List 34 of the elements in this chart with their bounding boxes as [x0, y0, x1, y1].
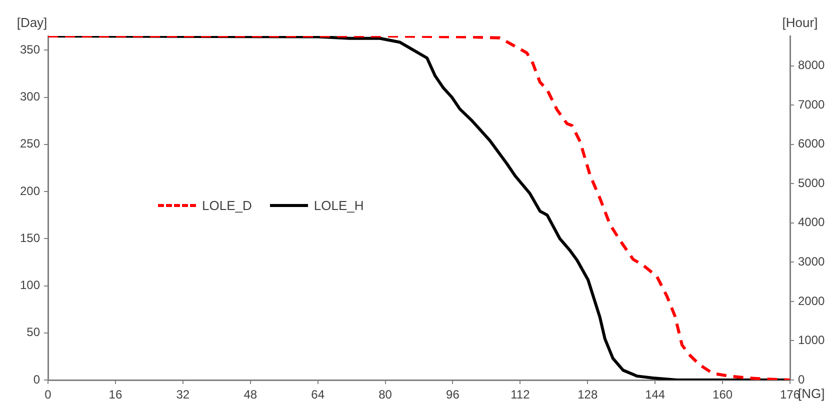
y-tick-label: 50 [26, 325, 40, 340]
y-tick-label: 100 [20, 278, 40, 292]
y-tick-label: 250 [20, 136, 40, 151]
y2-tick-label: 7000 [798, 97, 826, 112]
y2-tick-label: 3000 [798, 254, 826, 269]
y2-tick-label: 1000 [798, 333, 826, 348]
y-tick-label: 150 [20, 230, 40, 245]
y2-tick-label: 8000 [798, 58, 826, 72]
x-tick-label: 96 [446, 388, 460, 402]
legend-label: LOLE_H [314, 198, 364, 213]
x-tick-label: 176 [780, 388, 800, 402]
x-tick-label: 48 [244, 388, 258, 402]
y2-tick-label: 2000 [798, 294, 826, 308]
x-axis-title: [NG] [798, 386, 825, 402]
y-axis-title: [Day] [16, 15, 48, 30]
y2-tick-label: 5000 [798, 176, 826, 190]
y2-tick-label: 6000 [798, 136, 826, 151]
y-tick-label: 0 [33, 372, 40, 386]
x-tick-label: 144 [645, 388, 666, 402]
y2-tick-label: 0 [798, 372, 805, 386]
x-tick-label: 16 [108, 388, 122, 402]
y-tick-label: 350 [20, 42, 40, 56]
x-tick-label: 80 [378, 388, 392, 402]
y-tick-label: 200 [20, 184, 40, 198]
x-tick-label: 0 [44, 388, 52, 402]
x-tick-label: 128 [578, 388, 598, 402]
y-tick-label: 300 [20, 90, 40, 104]
y2-axis-title: [Hour] [782, 15, 818, 30]
x-tick-label: 64 [311, 388, 325, 402]
y2-tick-label: 4000 [798, 215, 826, 230]
x-tick-label: 160 [712, 388, 733, 402]
x-tick-label: 112 [510, 388, 530, 402]
x-tick-label: 32 [176, 388, 190, 402]
legend-label: LOLE_D [202, 198, 252, 213]
